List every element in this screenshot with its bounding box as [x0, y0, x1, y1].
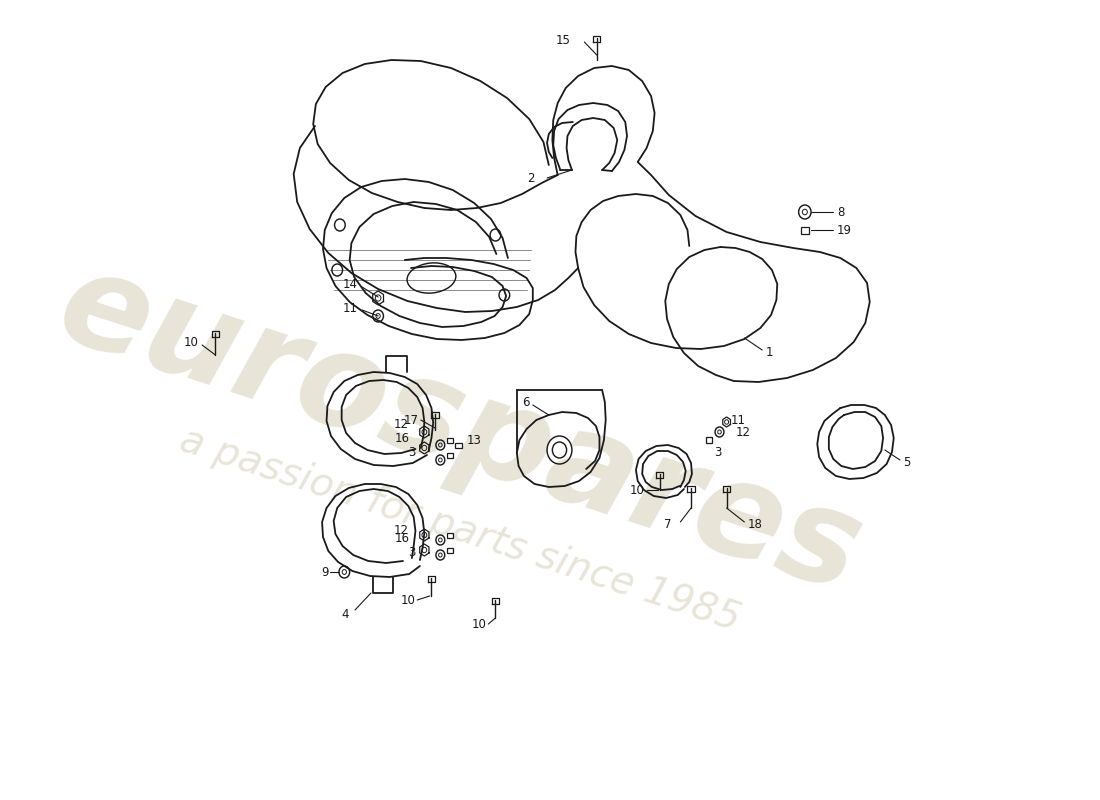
- Text: 3: 3: [714, 446, 722, 458]
- Text: 14: 14: [343, 278, 358, 291]
- Text: 17: 17: [404, 414, 419, 426]
- Text: 1: 1: [766, 346, 773, 358]
- Text: 16: 16: [395, 431, 410, 445]
- Text: 5: 5: [903, 455, 910, 469]
- Text: 7: 7: [664, 518, 671, 530]
- Text: 3: 3: [408, 446, 416, 458]
- Text: 2: 2: [527, 171, 535, 185]
- Text: 4: 4: [341, 607, 349, 621]
- Bar: [447, 548, 453, 553]
- Text: 13: 13: [468, 434, 482, 446]
- Text: 18: 18: [748, 518, 762, 530]
- Text: a passion for parts since 1985: a passion for parts since 1985: [175, 422, 745, 638]
- Text: 16: 16: [395, 531, 410, 545]
- Bar: [447, 453, 453, 458]
- Text: 9: 9: [321, 566, 328, 578]
- Text: 12: 12: [394, 418, 408, 431]
- Text: 3: 3: [408, 546, 416, 558]
- Text: 10: 10: [184, 335, 198, 349]
- Text: 19: 19: [837, 223, 851, 237]
- Bar: [447, 438, 453, 443]
- Text: 10: 10: [630, 483, 645, 497]
- Bar: [801, 227, 810, 234]
- Text: 10: 10: [400, 594, 416, 606]
- Text: 12: 12: [736, 426, 750, 438]
- Text: 12: 12: [394, 523, 408, 537]
- Text: 11: 11: [343, 302, 358, 314]
- Text: 15: 15: [557, 34, 571, 46]
- Text: eurospares: eurospares: [43, 241, 877, 619]
- Text: 10: 10: [472, 618, 486, 630]
- Bar: [455, 443, 462, 448]
- Text: 11: 11: [732, 414, 746, 426]
- Text: 8: 8: [837, 206, 844, 218]
- Bar: [447, 533, 453, 538]
- Text: 6: 6: [521, 397, 529, 410]
- Bar: [706, 437, 713, 443]
